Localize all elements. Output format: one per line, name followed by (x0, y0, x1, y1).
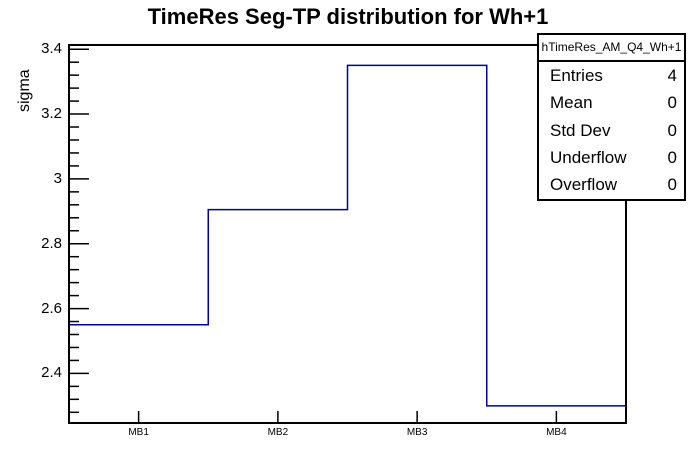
stats-row-label: Entries (550, 65, 603, 85)
stats-box-title: hTimeRes_AM_Q4_Wh+1 (539, 35, 684, 62)
stats-row: Std Dev 0 (539, 117, 684, 144)
stats-row-value: 0 (667, 120, 677, 140)
y-tick-label: 2.6 (41, 299, 62, 317)
y-tick-label: 2.8 (41, 234, 62, 252)
y-tick-label: 3 (53, 169, 62, 187)
x-axis-label: MB3 (406, 427, 428, 438)
stats-row-label: Overflow (550, 175, 618, 195)
chart-title: TimeRes Seg-TP distribution for Wh+1 (147, 4, 549, 29)
y-tick-label: 3.2 (41, 105, 62, 123)
stats-row-value: 4 (667, 65, 677, 85)
y-tick-label: 3.4 (41, 40, 62, 58)
stats-row: Underflow 0 (539, 144, 684, 171)
plot-frame (68, 44, 627, 424)
stats-row: Entries 4 (539, 62, 684, 89)
stats-row-value: 0 (667, 175, 677, 195)
histogram-line (69, 64, 626, 407)
y-tick-label: 2.4 (41, 364, 62, 382)
stats-box: hTimeRes_AM_Q4_Wh+1 Entries 4 Mean 0 Std… (537, 33, 686, 201)
stats-row: Mean 0 (539, 89, 684, 116)
stats-row: Overflow 0 (539, 172, 684, 199)
x-axis-label: MB1 (128, 427, 149, 438)
stats-row-label: Std Dev (550, 120, 611, 140)
stats-row-label: Underflow (550, 147, 627, 167)
stats-row-label: Mean (550, 93, 593, 113)
x-axis-label: MB2 (267, 427, 289, 438)
stats-rows: Entries 4 Mean 0 Std Dev 0 Underflow 0 O… (539, 62, 684, 199)
stats-row-value: 0 (667, 93, 677, 113)
x-axis-label: MB4 (546, 427, 567, 438)
stats-row-value: 0 (667, 147, 677, 167)
